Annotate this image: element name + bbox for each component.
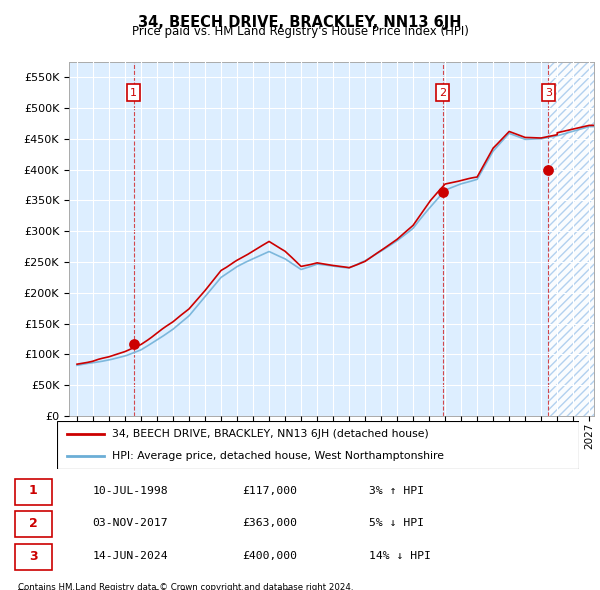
- Point: [544, 165, 553, 175]
- Text: 3% ↑ HPI: 3% ↑ HPI: [369, 486, 424, 496]
- Text: £363,000: £363,000: [242, 518, 298, 528]
- Text: 1: 1: [29, 484, 38, 497]
- Point: [438, 188, 448, 197]
- Text: 10-JUL-1998: 10-JUL-1998: [92, 486, 168, 496]
- Polygon shape: [549, 62, 594, 416]
- Text: 5% ↓ HPI: 5% ↓ HPI: [369, 518, 424, 528]
- Text: 14% ↓ HPI: 14% ↓ HPI: [369, 551, 431, 561]
- Text: £117,000: £117,000: [242, 486, 298, 496]
- Text: £400,000: £400,000: [242, 551, 298, 561]
- Text: Price paid vs. HM Land Registry's House Price Index (HPI): Price paid vs. HM Land Registry's House …: [131, 25, 469, 38]
- Text: 2: 2: [29, 517, 38, 530]
- FancyBboxPatch shape: [15, 478, 52, 505]
- Point: [129, 339, 139, 349]
- Text: 14-JUN-2024: 14-JUN-2024: [92, 551, 168, 561]
- Text: Contains HM Land Registry data © Crown copyright and database right 2024.: Contains HM Land Registry data © Crown c…: [18, 583, 353, 590]
- Text: This data is licensed under the Open Government Licence v3.0.: This data is licensed under the Open Gov…: [18, 589, 293, 590]
- FancyBboxPatch shape: [15, 512, 52, 537]
- Text: HPI: Average price, detached house, West Northamptonshire: HPI: Average price, detached house, West…: [112, 451, 444, 461]
- Polygon shape: [549, 62, 594, 416]
- Text: 2: 2: [439, 88, 446, 98]
- Text: 03-NOV-2017: 03-NOV-2017: [92, 518, 168, 528]
- Text: 1: 1: [130, 88, 137, 98]
- Text: 3: 3: [545, 88, 552, 98]
- FancyBboxPatch shape: [57, 421, 579, 469]
- Text: 34, BEECH DRIVE, BRACKLEY, NN13 6JH: 34, BEECH DRIVE, BRACKLEY, NN13 6JH: [138, 15, 462, 30]
- Text: 3: 3: [29, 549, 38, 562]
- Text: 34, BEECH DRIVE, BRACKLEY, NN13 6JH (detached house): 34, BEECH DRIVE, BRACKLEY, NN13 6JH (det…: [112, 429, 428, 439]
- FancyBboxPatch shape: [15, 544, 52, 570]
